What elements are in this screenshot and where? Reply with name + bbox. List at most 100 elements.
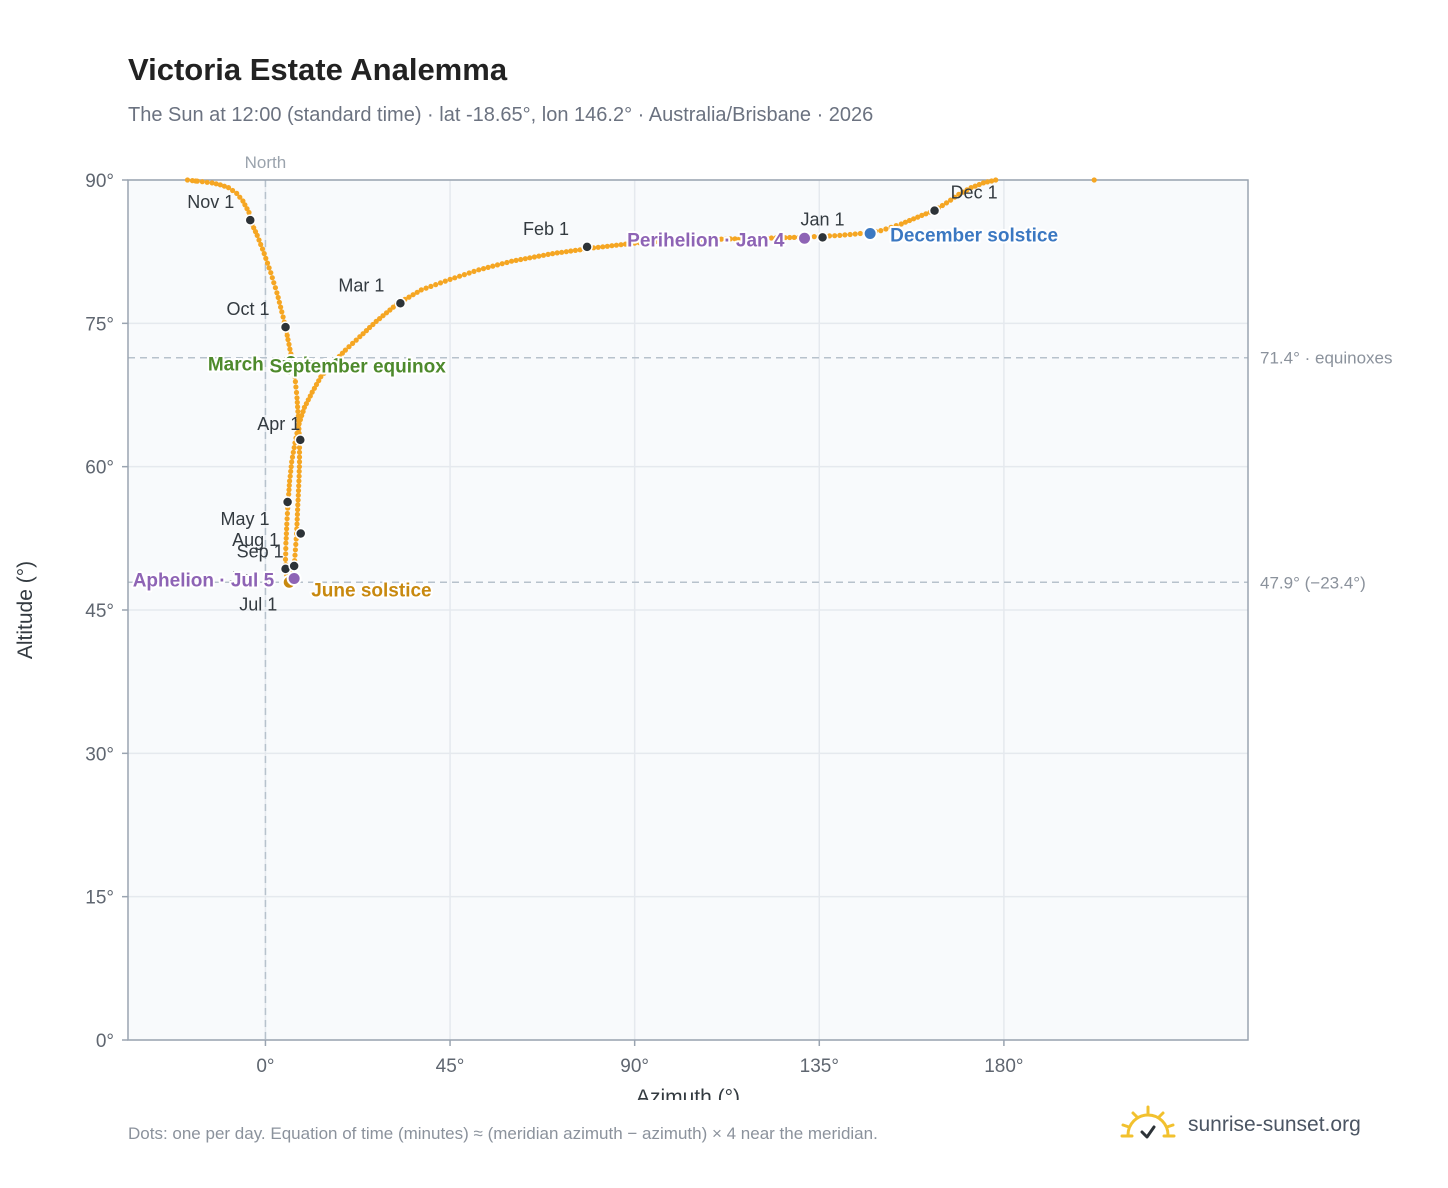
daily-dot — [461, 272, 467, 278]
event-label: December solstice — [890, 226, 1058, 247]
daily-dot — [296, 468, 302, 474]
daily-dot — [718, 236, 724, 242]
daily-dot — [736, 236, 743, 242]
daily-dot — [750, 235, 756, 241]
daily-dot — [898, 221, 904, 227]
daily-dot — [271, 280, 277, 286]
daily-dot — [466, 270, 472, 276]
daily-dot — [650, 239, 656, 245]
daily-dot — [313, 381, 320, 388]
daily-dot — [291, 445, 297, 451]
daily-dot — [294, 430, 300, 436]
daily-dot — [893, 223, 899, 229]
y-tick-label: 15° — [85, 888, 114, 909]
event-label: Aphelion · Jul 5 — [133, 570, 275, 591]
daily-dot — [714, 236, 720, 242]
daily-dot — [193, 178, 199, 184]
daily-dot — [709, 236, 715, 242]
daily-dot — [732, 236, 738, 242]
daily-dot — [268, 270, 274, 276]
daily-dot — [499, 261, 505, 267]
daily-dot — [295, 408, 301, 415]
daily-dot — [494, 262, 501, 268]
daily-dot — [527, 255, 533, 261]
daily-dot — [915, 214, 921, 220]
daily-dot — [370, 321, 376, 328]
daily-dot — [295, 497, 301, 503]
daily-dot — [686, 237, 693, 243]
daily-dot — [572, 247, 579, 253]
daily-dot — [919, 212, 925, 218]
daily-dot — [406, 294, 412, 300]
daily-dot — [295, 507, 301, 513]
month-marker — [281, 496, 294, 508]
daily-dot — [645, 239, 651, 245]
daily-dot — [300, 408, 306, 415]
daily-dot — [773, 235, 779, 241]
daily-dot — [284, 516, 290, 522]
daily-dot — [279, 309, 285, 315]
daily-dot — [283, 540, 289, 546]
month-label: Apr 1 — [257, 414, 300, 434]
daily-dot — [286, 482, 292, 488]
daily-dot — [948, 197, 954, 203]
daily-dot — [256, 237, 262, 243]
daily-dot — [654, 238, 661, 245]
x-tick-label: 180° — [984, 1056, 1023, 1077]
daily-dot — [700, 237, 706, 243]
daily-dot — [350, 340, 356, 346]
daily-dot — [296, 445, 303, 451]
daily-dot — [906, 217, 913, 224]
axes: 0° 45° 90° 135° 180° 0° 15° 30° 45° 60° 75° 90° Azim… — [14, 171, 1024, 1100]
analemma-chart: North 71.4° · equinoxes 47.9° (−23.4°) Jan… — [14, 153, 1393, 1100]
month-marker — [288, 560, 300, 572]
daily-dot — [437, 280, 444, 286]
daily-dot — [261, 251, 267, 257]
daily-dot — [263, 255, 269, 261]
daily-dot — [291, 369, 297, 375]
daily-dot — [476, 267, 482, 273]
daily-dot — [433, 282, 439, 288]
daily-dot — [1091, 177, 1097, 183]
daily-dot — [447, 276, 453, 282]
daily-dot — [259, 246, 266, 252]
daily-dot — [290, 449, 296, 455]
daily-dot — [911, 216, 917, 222]
daily-dot — [288, 468, 294, 474]
daily-dot — [324, 367, 330, 373]
y-tick-label: 0° — [96, 1031, 114, 1052]
daily-dot — [353, 337, 359, 343]
daily-dot — [759, 235, 765, 241]
daily-dot — [293, 389, 300, 396]
month-label: Mar 1 — [338, 275, 384, 295]
event-marker — [283, 354, 299, 370]
daily-dot — [292, 552, 298, 558]
daily-dot — [691, 237, 697, 243]
daily-dot — [363, 328, 369, 334]
daily-dot — [294, 511, 300, 517]
daily-dot — [297, 417, 303, 423]
daily-dot — [285, 337, 291, 343]
daily-dot — [984, 179, 991, 185]
daily-dot — [309, 389, 315, 395]
daily-dot — [296, 459, 303, 465]
brand-name[interactable]: sunrise-sunset.org — [1188, 1113, 1361, 1136]
daily-dot — [296, 454, 303, 460]
daily-dot — [321, 370, 327, 376]
daily-dot — [292, 547, 298, 553]
daily-dot — [964, 187, 970, 193]
daily-dot — [457, 273, 463, 279]
daily-dot — [595, 244, 601, 250]
daily-dot — [414, 289, 420, 295]
brand[interactable]: sunrise-sunset.org — [1120, 1100, 1361, 1150]
reference-line-label: 71.4° · equinoxes — [1260, 349, 1393, 368]
daily-dot — [522, 256, 528, 262]
month-label: Oct 1 — [227, 299, 270, 319]
daily-dot — [217, 182, 223, 188]
daily-dot — [311, 385, 317, 391]
daily-dot — [972, 183, 978, 189]
daily-dot — [939, 202, 946, 209]
daily-dot — [296, 483, 302, 489]
daily-dot — [980, 180, 987, 186]
daily-dot — [613, 242, 620, 248]
